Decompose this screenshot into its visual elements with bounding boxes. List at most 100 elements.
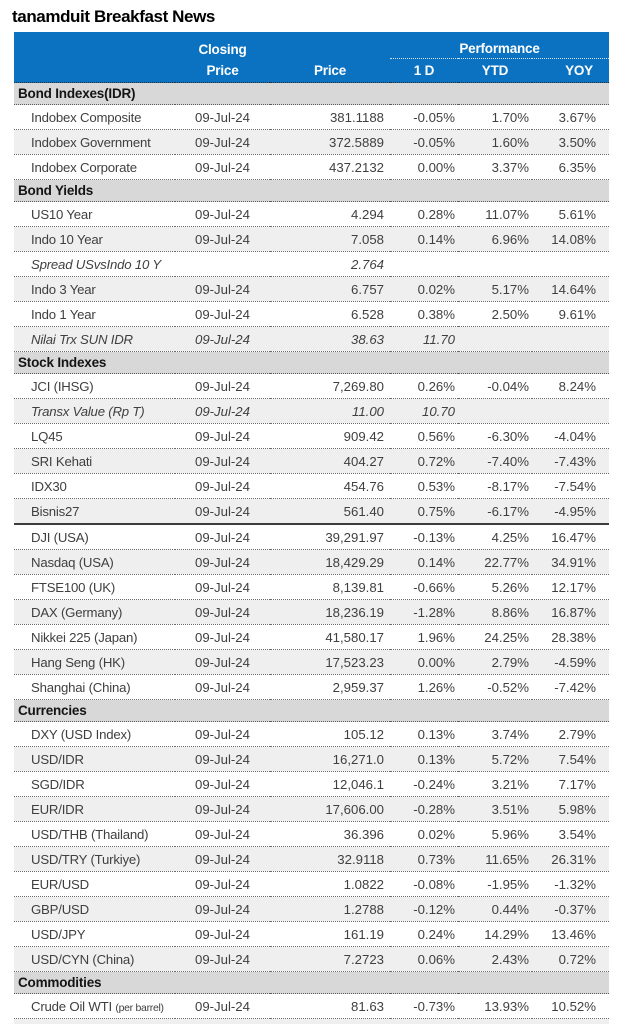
perf-ytd-cell: 5.96% xyxy=(458,821,532,847)
price-cell: 18,429.29 xyxy=(270,549,390,575)
perf-yoy-cell: 7.54% xyxy=(532,746,609,772)
perf-yoy-cell: 5.98% xyxy=(532,796,609,822)
row-label: USD/THB (Thailand) xyxy=(14,821,175,847)
perf-yoy-cell xyxy=(532,398,609,424)
perf-yoy-cell: 34.91% xyxy=(532,549,609,575)
perf-ytd-cell: 6.96% xyxy=(458,226,532,252)
price-cell: 16,271.0 xyxy=(270,746,390,772)
perf-ytd-cell: 2.79% xyxy=(458,649,532,675)
closing-date-cell: 09-Jul-24 xyxy=(175,674,270,700)
perf-yoy-cell: 2.79% xyxy=(532,721,609,747)
table-row: EUR/USD 09-Jul-24 1.0822 -0.08% -1.95% -1.32% xyxy=(14,871,609,897)
table-row: Indobex Government 09-Jul-24 372.5889 -0.05… xyxy=(14,129,609,155)
table-row: SGD/IDR 09-Jul-24 12,046.1 -0.24% 3.21% 7.17% xyxy=(14,771,609,797)
instrument-name: Indobex Government xyxy=(31,134,151,150)
table-row: IDX30 09-Jul-24 454.76 0.53% -8.17% -7.54% xyxy=(14,473,609,499)
price-cell: 404.27 xyxy=(270,448,390,474)
closing-header-line1: Closing xyxy=(175,32,270,59)
perf-1d-cell: 0.56% xyxy=(390,423,458,449)
table-body: Bond Indexes(IDR) Indobex Composite 09-Jul… xyxy=(14,82,609,1024)
instrument-name: Shanghai (China) xyxy=(31,679,131,695)
instrument-name: DXY (USD Index) xyxy=(31,726,132,742)
closing-date-cell: 09-Jul-24 xyxy=(175,771,270,797)
closing-header-line2: Price xyxy=(175,58,270,83)
closing-date-cell: 09-Jul-24 xyxy=(175,129,270,155)
closing-date-cell: 09-Jul-24 xyxy=(175,201,270,227)
perf-1d-cell: 0.38% xyxy=(390,301,458,327)
section-header-row: Bond Yields xyxy=(14,179,609,202)
row-label: EUR/IDR xyxy=(14,796,175,822)
perf-yoy-cell: 0.72% xyxy=(532,946,609,972)
row-label: DJI (USA) xyxy=(14,523,175,550)
table-row: Indobex Composite 09-Jul-24 381.1188 -0.05%… xyxy=(14,104,609,130)
row-label: USD/TRY (Turkiye) xyxy=(14,846,175,872)
price-cell: 41,580.17 xyxy=(270,624,390,650)
price-cell: 381.1188 xyxy=(270,104,390,130)
perf-1d-cell: -0.13% xyxy=(390,523,458,550)
perf-ytd-cell: -8.17% xyxy=(458,473,532,499)
instrument-name: JCI (IHSG) xyxy=(31,378,94,394)
perf-yoy-cell: -0.37% xyxy=(532,896,609,922)
price-cell: 437.2132 xyxy=(270,154,390,180)
row-label: JCI (IHSG) xyxy=(14,373,175,399)
instrument-name: Spread USvsIndo 10 Y xyxy=(31,256,161,272)
closing-date-cell: 09-Jul-24 xyxy=(175,226,270,252)
perf-ytd-cell: -0.52% xyxy=(458,674,532,700)
perf-yoy-cell: 3.67% xyxy=(532,104,609,130)
instrument-name: US10 Year xyxy=(31,206,93,222)
perf-yoy-cell: 16.47% xyxy=(532,523,609,550)
perf-ytd-cell: 3.21% xyxy=(458,771,532,797)
perf-ytd-cell xyxy=(458,326,532,352)
closing-date-cell: 09-Jul-24 xyxy=(175,423,270,449)
table-row: Bisnis27 09-Jul-24 561.40 0.75% -6.17% -4.95% xyxy=(14,498,609,525)
instrument-name: USD/JPY xyxy=(31,926,86,942)
table-row: Nasdaq (USA) 09-Jul-24 18,429.29 0.14% 22.77… xyxy=(14,549,609,575)
perf-1d-cell: 0.75% xyxy=(390,498,458,525)
row-label: SRI Kehati xyxy=(14,448,175,474)
perf-1d-cell: 0.14% xyxy=(390,226,458,252)
price-cell: 372.5889 xyxy=(270,129,390,155)
instrument-name: Crude Oil WTI xyxy=(31,998,116,1014)
section-header: Commodities xyxy=(14,971,609,994)
perf-ytd-cell: 13.93% xyxy=(458,993,532,1019)
table-row: USD/THB (Thailand) 09-Jul-24 36.396 0.02% 5.… xyxy=(14,821,609,847)
perf-yoy-cell: 8.32% xyxy=(532,1018,609,1024)
closing-date-cell: 09-Jul-24 xyxy=(175,946,270,972)
perf-1d-cell: 0.53% xyxy=(390,473,458,499)
perf-yoy-cell: 10.52% xyxy=(532,993,609,1019)
closing-date-cell: 09-Jul-24 xyxy=(175,276,270,302)
price-cell: 8,139.81 xyxy=(270,574,390,600)
section-header: Stock Indexes xyxy=(14,351,609,374)
table-row: USD/CYN (China) 09-Jul-24 7.2723 0.06% 2.43%… xyxy=(14,946,609,972)
row-label: Nikkei 225 (Japan) xyxy=(14,624,175,650)
table-row: SRI Kehati 09-Jul-24 404.27 0.72% -7.40% -7.4… xyxy=(14,448,609,474)
perf-ytd-cell: 24.25% xyxy=(458,624,532,650)
perf-ytd-cell: 4.25% xyxy=(458,523,532,550)
price-cell: 85.00 xyxy=(270,1018,390,1024)
instrument-name: Transx Value (Rp T) xyxy=(31,403,145,419)
closing-date-cell: 09-Jul-24 xyxy=(175,1018,270,1024)
row-label: Nasdaq (USA) xyxy=(14,549,175,575)
perf-ytd-cell: 5.17% xyxy=(458,276,532,302)
perf-ytd-cell: 5.72% xyxy=(458,746,532,772)
section-header: Bond Indexes(IDR) xyxy=(14,82,609,105)
closing-date-cell: 09-Jul-24 xyxy=(175,896,270,922)
market-table: Closing Performance Price Price 1 D YTD … xyxy=(14,32,609,1024)
closing-date-cell: 09-Jul-24 xyxy=(175,473,270,499)
perf-ytd-cell: 3.74% xyxy=(458,721,532,747)
instrument-name: Indo 1 Year xyxy=(31,306,96,322)
header-spacer xyxy=(14,32,175,59)
price-cell: 12,046.1 xyxy=(270,771,390,797)
perf-1d-cell: 1.96% xyxy=(390,624,458,650)
perf-1d-cell xyxy=(390,251,458,277)
table-row: Indo 3 Year 09-Jul-24 6.757 0.02% 5.17% 14.64… xyxy=(14,276,609,302)
perf-1d-cell: -0.08% xyxy=(390,871,458,897)
instrument-name: Nasdaq (USA) xyxy=(31,554,114,570)
perf-yoy-cell: 3.50% xyxy=(532,129,609,155)
table-row: USD/IDR 09-Jul-24 16,271.0 0.13% 5.72% 7.54% xyxy=(14,746,609,772)
closing-date-cell: 09-Jul-24 xyxy=(175,871,270,897)
perf-1d-cell: -1.28% xyxy=(390,599,458,625)
perf-ytd-cell: 0.44% xyxy=(458,896,532,922)
instrument-name: DAX (Germany) xyxy=(31,604,123,620)
perf-ytd-cell: -6.17% xyxy=(458,498,532,525)
